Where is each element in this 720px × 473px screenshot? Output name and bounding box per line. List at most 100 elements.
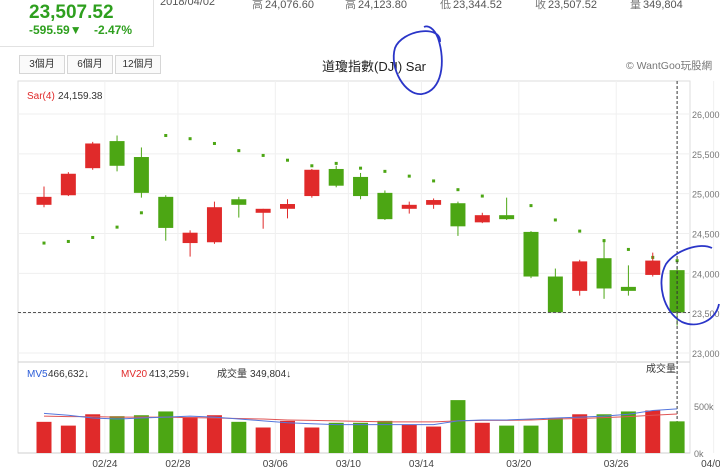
sar-dot bbox=[456, 188, 460, 192]
sar-label: Sar(4) bbox=[27, 91, 55, 102]
candle-body bbox=[450, 203, 466, 227]
mv5-value: 466,632↓ bbox=[48, 369, 89, 380]
sar-dot bbox=[115, 225, 119, 229]
sar-dot bbox=[42, 241, 46, 245]
mv20-line bbox=[43, 413, 678, 423]
candle-body bbox=[36, 196, 52, 205]
plot-frame bbox=[17, 80, 691, 454]
volume-bar bbox=[304, 427, 320, 453]
volume-bar bbox=[109, 416, 125, 453]
sar-dot bbox=[212, 141, 216, 145]
volume-bar bbox=[547, 418, 563, 453]
mv20-value: 413,259↓ bbox=[149, 369, 190, 380]
volume-bar bbox=[377, 420, 393, 453]
candle-body bbox=[231, 199, 247, 205]
date-tick-label: 03/06 bbox=[263, 459, 288, 470]
sar-dot bbox=[91, 235, 95, 239]
candle-body bbox=[474, 215, 490, 223]
candle-body bbox=[547, 276, 563, 313]
price-tick-label: 24,000 bbox=[692, 269, 720, 279]
date-tick-label: 03/20 bbox=[506, 459, 531, 470]
mv5-legend: MV5 bbox=[27, 369, 48, 380]
sar-dot bbox=[480, 194, 484, 198]
candle-body bbox=[158, 196, 174, 228]
range-3-months-button[interactable]: 3個月 bbox=[19, 55, 65, 74]
mv5-line bbox=[43, 408, 678, 426]
date-tick-label: 03/14 bbox=[409, 459, 434, 470]
volume-bar bbox=[523, 425, 539, 453]
price-tick-label: 23,500 bbox=[692, 309, 720, 319]
sar-dot bbox=[432, 179, 436, 183]
sar-dot bbox=[675, 259, 679, 263]
source-credit: © WantGoo玩股網 bbox=[626, 60, 713, 72]
price-tick-label: 25,500 bbox=[692, 150, 720, 160]
stat-low: 低 23,344.52 bbox=[440, 0, 502, 11]
candle-body bbox=[206, 207, 222, 243]
volume-bar bbox=[182, 417, 198, 453]
stat-high: 高 24,123.80 bbox=[345, 0, 407, 11]
candle-body bbox=[353, 176, 369, 197]
price-tick-label: 25,000 bbox=[692, 190, 720, 200]
sar-dot bbox=[626, 247, 630, 251]
stat-volume: 量 349,804 bbox=[630, 0, 683, 11]
date-tick-label: 04/01 bbox=[701, 459, 720, 470]
range-6-months-button[interactable]: 6個月 bbox=[67, 55, 113, 74]
sar-dot bbox=[164, 134, 168, 138]
volume-legend: 成交量 bbox=[217, 367, 247, 380]
volume-bar bbox=[231, 421, 247, 453]
price-tick-label: 26,000 bbox=[692, 110, 720, 120]
date-tick-label: 03/10 bbox=[336, 459, 361, 470]
sar-value: 24,159.38 bbox=[58, 91, 103, 102]
candle-body bbox=[328, 168, 344, 186]
candle-body bbox=[304, 169, 320, 197]
volume-bar bbox=[401, 424, 417, 453]
volume-bar bbox=[328, 422, 344, 453]
volume-bar bbox=[60, 425, 76, 453]
volume-value: 349,804↓ bbox=[250, 369, 291, 380]
volume-bar bbox=[645, 410, 661, 453]
volume-bar bbox=[206, 415, 222, 453]
sar-dot bbox=[139, 211, 143, 215]
candle-body bbox=[280, 204, 295, 209]
chart-title: 道瓊指數(DJI) Sar bbox=[322, 59, 427, 74]
volume-tick-label: 0k bbox=[694, 449, 704, 459]
range-12-months-button[interactable]: 12個月 bbox=[115, 55, 161, 74]
volume-bar bbox=[450, 400, 466, 453]
annotation-circle-title bbox=[392, 25, 443, 95]
date-tick-label: 02/24 bbox=[92, 459, 117, 470]
sar-dot bbox=[407, 174, 411, 178]
date-tick-label: 03/26 bbox=[604, 459, 629, 470]
volume-bar bbox=[596, 414, 612, 453]
candle-body bbox=[426, 200, 442, 205]
candle-body bbox=[133, 157, 149, 193]
candle-body bbox=[523, 231, 539, 277]
volume-bar bbox=[474, 422, 490, 453]
sar-dot bbox=[261, 153, 265, 157]
price-tick-label: 24,500 bbox=[692, 230, 720, 240]
volume-bar bbox=[572, 414, 588, 453]
price-change: -595.59▼ bbox=[29, 23, 82, 37]
volume-axis-label: 成交量 bbox=[646, 362, 676, 375]
sar-dot bbox=[237, 149, 241, 153]
candle-body bbox=[596, 258, 612, 289]
candle-body bbox=[572, 261, 588, 291]
volume-tick-label: 500k bbox=[694, 402, 714, 412]
candle-body bbox=[182, 232, 198, 244]
candle-body bbox=[645, 260, 661, 275]
volume-bar bbox=[669, 421, 685, 453]
price-change-percent: -2.47% bbox=[94, 23, 133, 37]
sar-dot bbox=[578, 229, 582, 233]
sar-dot bbox=[529, 204, 533, 208]
volume-bar bbox=[620, 411, 636, 453]
candle-body bbox=[377, 192, 393, 220]
price-tick-label: 23,000 bbox=[692, 349, 720, 359]
sar-dot bbox=[334, 161, 338, 165]
candle-body bbox=[109, 141, 125, 166]
volume-bar bbox=[158, 411, 174, 453]
candle-body bbox=[401, 204, 417, 209]
sar-dot bbox=[188, 137, 192, 141]
volume-bar bbox=[353, 422, 369, 453]
sar-dot bbox=[286, 158, 289, 162]
sar-dot bbox=[310, 164, 314, 168]
